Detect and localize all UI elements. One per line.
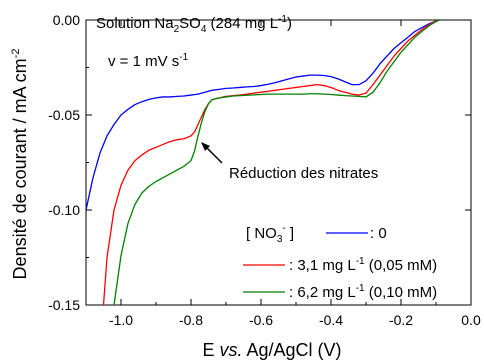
arrow-annotation-label: Réduction des nitrates xyxy=(229,165,378,182)
series-line-2 xyxy=(113,20,440,305)
x-tick-label: -0.4 xyxy=(319,312,343,328)
series-line-1 xyxy=(102,20,440,305)
x-tick-label: -0.6 xyxy=(249,312,273,328)
y-axis-ticks: 0.00 -0.05 -0.10 -0.15 xyxy=(48,12,471,313)
annotation-arrow-line xyxy=(204,145,223,164)
y-tick-label: -0.10 xyxy=(48,202,80,218)
x-axis-label-prefix: E xyxy=(202,340,219,360)
solution-annotation: Solution Na2SO4 (284 mg L-1) xyxy=(96,14,292,35)
legend-label-series-0: : 0 xyxy=(370,225,387,242)
series-layer xyxy=(86,20,440,305)
y-axis-label-sup: -2 xyxy=(10,49,22,59)
x-tick-label: 0.0 xyxy=(461,312,481,328)
y-axis-label: Densité de courant / mA cm-2 xyxy=(10,49,30,280)
y-tick-label: -0.15 xyxy=(48,297,80,313)
y-axis-label-text: Densité de courant / mA cm xyxy=(10,58,30,279)
x-axis-label-italic: vs. xyxy=(219,340,242,360)
series-line-0 xyxy=(86,20,440,211)
legend-label-series-2: : 6,2 mg L-1 (0,10 mM) xyxy=(289,283,437,301)
x-axis-label: E vs. Ag/AgCl (V) xyxy=(202,340,341,360)
x-tick-label: -1.0 xyxy=(109,312,133,328)
annotation-arrowhead xyxy=(201,142,210,151)
x-axis-ticks: -1.0 -0.8 -0.6 -0.4 -0.2 0.0 xyxy=(85,20,481,328)
legend-title: [ NO3- ] xyxy=(246,223,294,245)
legend-label-series-1: : 3,1 mg L-1 (0,05 mM) xyxy=(289,256,437,274)
y-tick-label: 0.00 xyxy=(53,12,80,28)
y-tick-label: -0.05 xyxy=(48,107,80,123)
legend: [ NO3- ] : 0 : 3,1 mg L-1 (0,05 mM) : 6,… xyxy=(243,223,437,301)
x-tick-label: -0.8 xyxy=(179,312,203,328)
x-tick-label: -0.2 xyxy=(389,312,413,328)
scan-rate-annotation: v = 1 mV s-1 xyxy=(108,52,189,70)
x-axis-label-suffix: Ag/AgCl (V) xyxy=(242,340,341,360)
